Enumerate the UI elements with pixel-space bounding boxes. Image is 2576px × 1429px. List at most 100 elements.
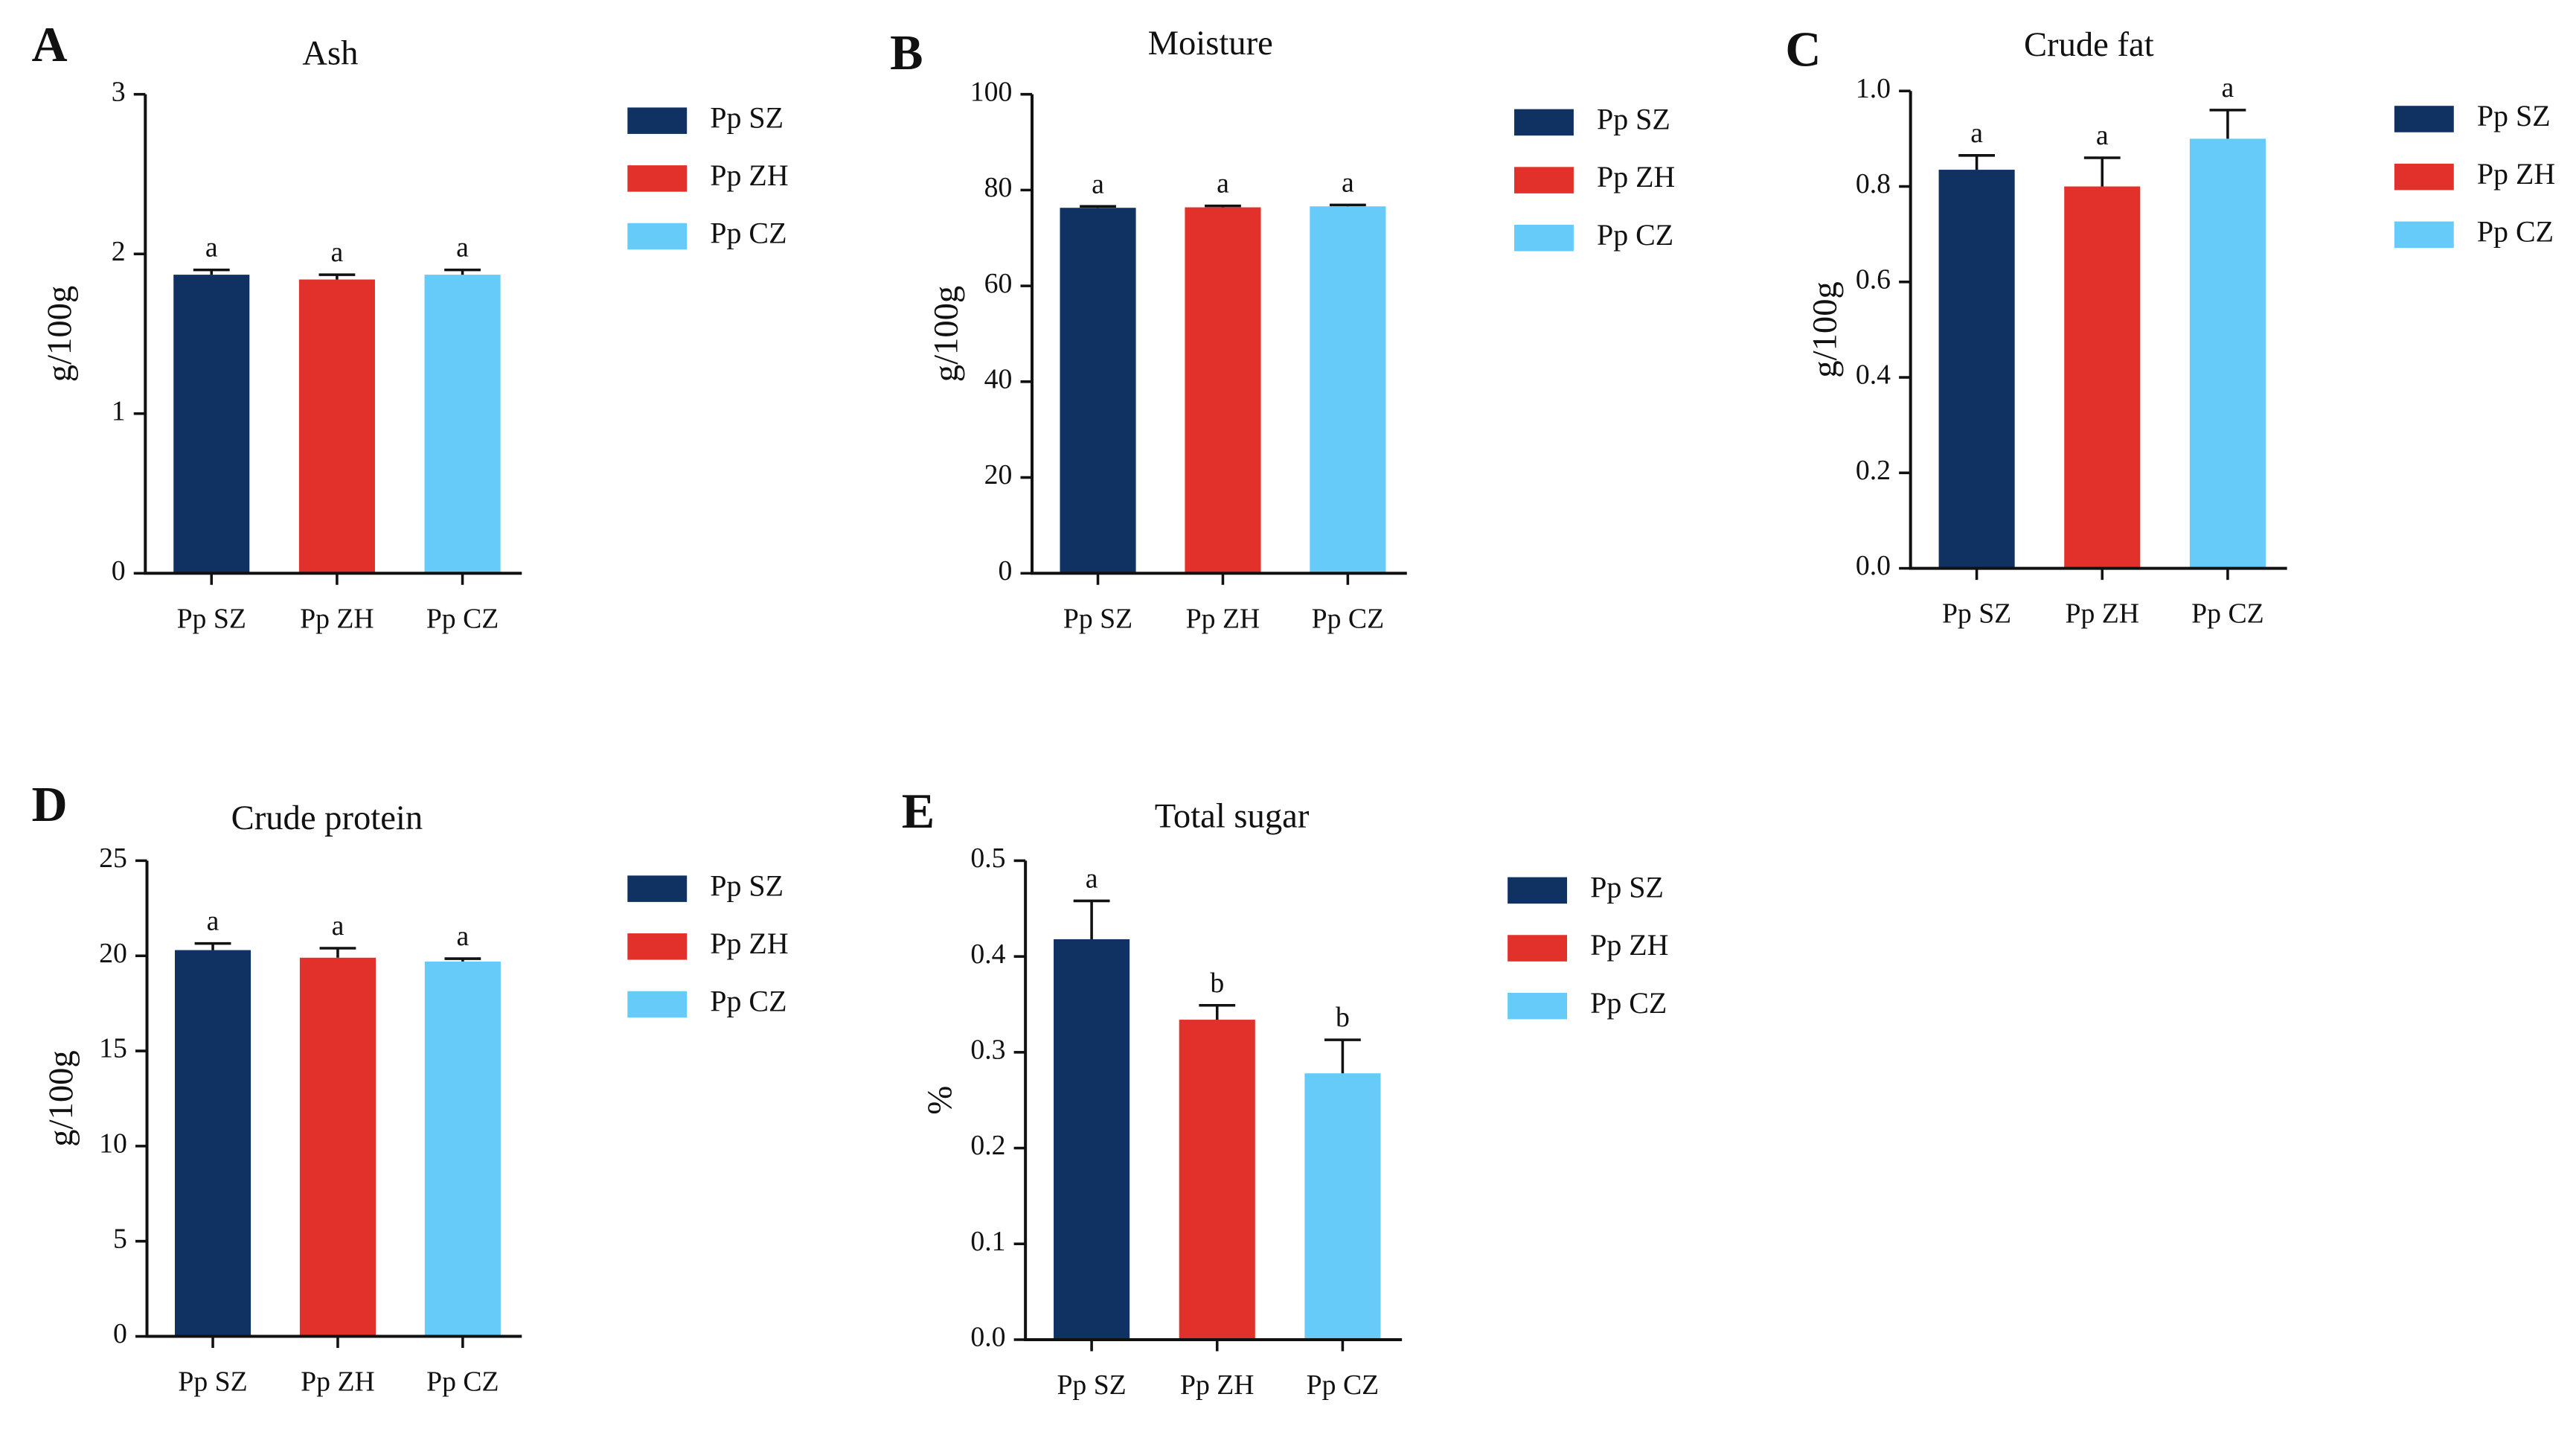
chart-title: Total sugar [1155, 797, 1310, 836]
error-bar [193, 268, 230, 275]
bar [2064, 186, 2141, 569]
bar [1060, 208, 1136, 574]
significance-label: b [1210, 968, 1224, 999]
y-tick-label: 0.1 [970, 1226, 1005, 1257]
y-tick-label: 0.0 [1856, 550, 1891, 581]
bar [2189, 138, 2266, 569]
panel-letter: B [890, 26, 923, 80]
bar [424, 275, 501, 574]
x-tick-label: Pp CZ [1312, 603, 1384, 634]
error-bar [318, 273, 356, 280]
panel-letter: D [32, 778, 68, 832]
legend-label: Pp CZ [710, 217, 786, 250]
y-tick-label: 0.4 [970, 939, 1005, 970]
significance-label: a [2222, 72, 2234, 103]
x-tick-label: Pp ZH [301, 1366, 375, 1398]
y-tick-label: 100 [970, 76, 1013, 107]
significance-label: a [1086, 863, 1098, 894]
y-tick-label: 3 [112, 76, 126, 107]
y-tick-label: 2 [112, 236, 126, 267]
error-bar [319, 947, 356, 958]
bar [1054, 939, 1130, 1340]
significance-label: a [1092, 168, 1104, 199]
bar [299, 957, 376, 1337]
legend-swatch [2394, 163, 2454, 191]
bar [1938, 170, 2015, 569]
legend-swatch [1508, 877, 1568, 904]
chart-title: Moisture [1148, 24, 1273, 63]
bar [298, 279, 375, 574]
error-bar [444, 268, 481, 275]
y-tick-label: 0.0 [970, 1322, 1005, 1353]
y-tick-label: 0 [112, 555, 126, 586]
legend-swatch [2394, 221, 2454, 249]
y-tick-label: 0.3 [970, 1034, 1005, 1065]
y-tick-label: 10 [99, 1128, 127, 1160]
error-bar [1958, 154, 1996, 170]
y-tick-label: 20 [99, 938, 127, 969]
panel-0: A Ash g/100g 0 1 2 3 a Pp SZ Pp SZ a Pp ZH Pp ZH a Pp … [32, 18, 789, 634]
panel-1: B Moisture g/100g 0 20 40 60 80 100 a Pp SZ Pp SZ a P… [890, 24, 1675, 634]
y-tick-label: 0.6 [1856, 263, 1891, 295]
x-tick-label: Pp CZ [2191, 598, 2263, 630]
legend-swatch [627, 107, 688, 134]
y-tick-label: 60 [984, 268, 1013, 299]
x-tick-label: Pp SZ [1063, 603, 1132, 634]
legend-label: Pp ZH [710, 927, 788, 960]
legend-swatch [627, 933, 688, 960]
x-tick-label: Pp ZH [1186, 603, 1260, 634]
legend-swatch [1508, 992, 1568, 1020]
x-tick-label: Pp CZ [426, 1366, 499, 1398]
legend-label: Pp SZ [710, 869, 784, 902]
significance-label: a [1217, 168, 1229, 199]
y-axis-label: g/100g [1805, 281, 1844, 377]
x-tick-label: Pp SZ [178, 1366, 247, 1398]
bar [174, 950, 251, 1337]
y-axis-label: g/100g [40, 286, 79, 382]
axes [1909, 91, 2287, 570]
legend-label: Pp ZH [710, 159, 788, 192]
legend-label: Pp SZ [2477, 99, 2551, 132]
legend-swatch [627, 223, 688, 250]
bar [1310, 206, 1386, 574]
y-tick-label: 0.2 [970, 1130, 1005, 1161]
significance-label: a [331, 237, 344, 268]
y-tick-label: 20 [984, 459, 1013, 490]
legend-swatch [1514, 109, 1574, 136]
y-tick-label: 1 [112, 395, 126, 426]
legend-swatch [1514, 167, 1574, 194]
legend-label: Pp SZ [710, 100, 784, 134]
bar [424, 961, 501, 1337]
error-bar [2083, 156, 2121, 187]
panel-3: D Crude protein g/100g 0 5 10 15 20 25 a Pp SZ Pp S… [32, 778, 789, 1398]
legend-label: Pp CZ [710, 985, 786, 1018]
x-tick-label: Pp CZ [1307, 1369, 1379, 1401]
panel-letter: A [32, 18, 68, 72]
y-tick-label: 1.0 [1856, 73, 1891, 104]
x-tick-label: Pp SZ [1057, 1369, 1126, 1401]
bar [173, 275, 250, 574]
x-tick-label: Pp CZ [426, 603, 499, 634]
error-bar [1080, 205, 1116, 208]
legend-label: Pp CZ [1590, 986, 1667, 1020]
y-tick-label: 0.2 [1856, 455, 1891, 486]
error-bar [194, 942, 231, 950]
x-tick-label: Pp SZ [1942, 598, 2011, 630]
legend-label: Pp CZ [2477, 214, 2554, 248]
legend-label: Pp ZH [2477, 157, 2555, 191]
chart-title: Ash [302, 33, 358, 72]
axes [1024, 860, 1403, 1341]
y-axis-label: % [920, 1086, 959, 1115]
x-tick-label: Pp ZH [2065, 598, 2139, 630]
axes [144, 94, 522, 575]
error-bar [1324, 1038, 1361, 1074]
chart-title: Crude fat [2024, 25, 2154, 64]
y-tick-label: 80 [984, 172, 1013, 203]
error-bar [444, 957, 481, 962]
error-bar [1329, 203, 1366, 207]
error-bar [1199, 1003, 1236, 1020]
y-axis-label: g/100g [42, 1050, 80, 1146]
x-tick-label: Pp ZH [1180, 1369, 1255, 1401]
legend-label: Pp ZH [1590, 928, 1668, 962]
